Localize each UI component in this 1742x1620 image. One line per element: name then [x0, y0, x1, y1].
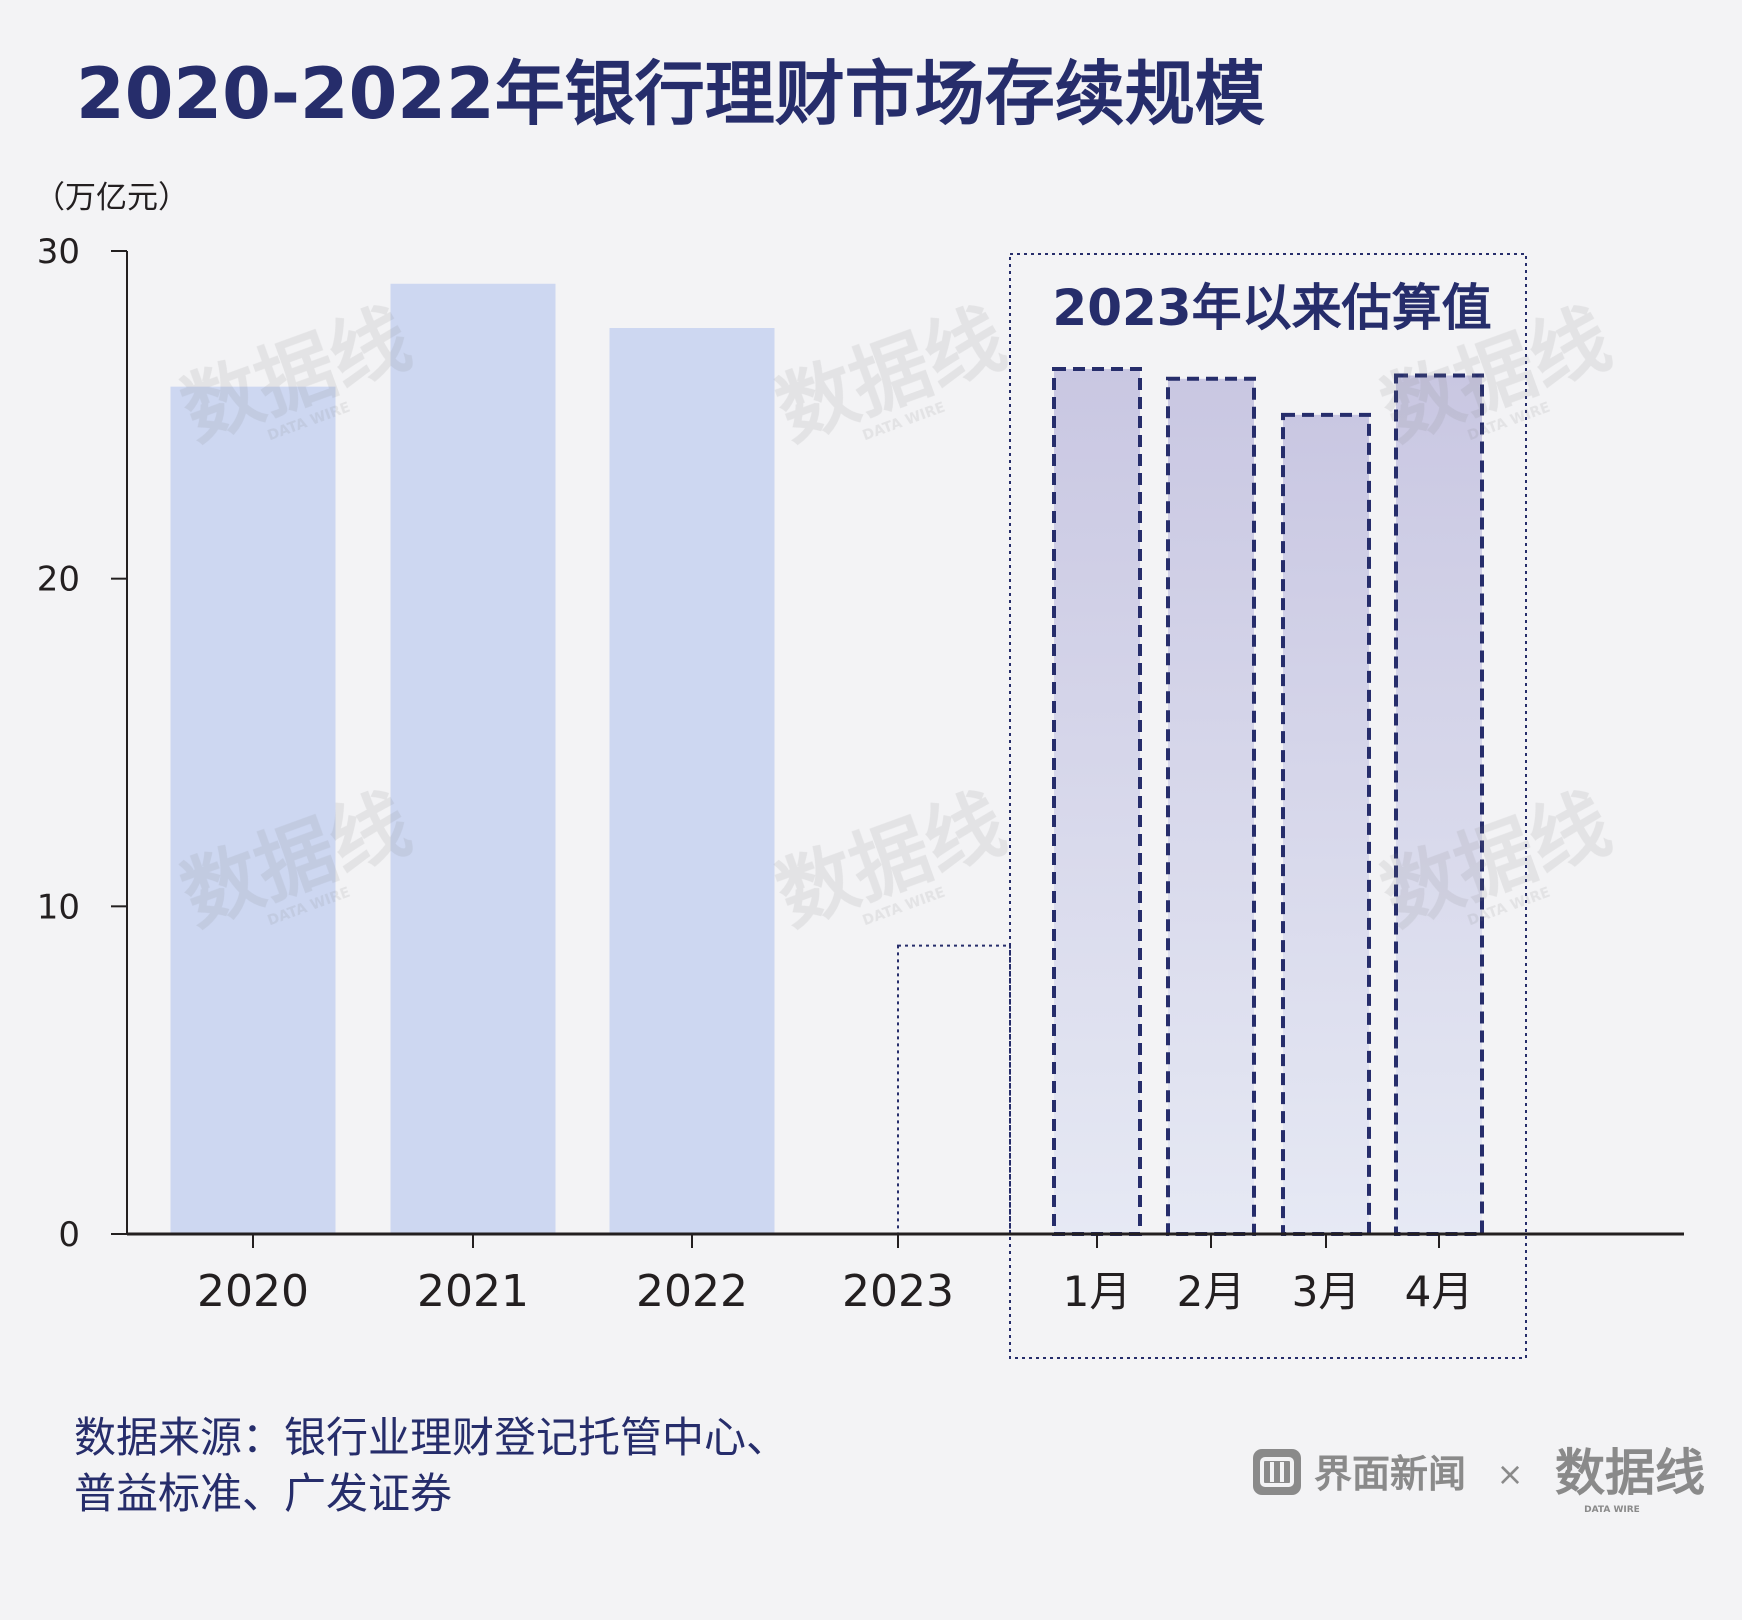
- estimate-bar-1: [1052, 366, 1142, 1236]
- bar-2023-partial: [897, 944, 1011, 1235]
- x-tick-labels: 2020 2021 2022 2023 1月 2月 3月 4月: [197, 1266, 1473, 1317]
- x-tick-label: 2022: [636, 1266, 748, 1317]
- brand-watermark-sub: DATA WIRE: [1584, 1505, 1640, 1515]
- bar-2021: [390, 283, 556, 1234]
- x-tick-label: 1月: [1063, 1267, 1132, 1316]
- source-line-1: 数据来源：银行业理财登记托管中心、: [74, 1413, 788, 1462]
- chart-title: 2020-2022年银行理财市场存续规模: [76, 53, 1265, 135]
- estimate-frame: [1009, 253, 1527, 1359]
- y-tick-label: 30: [37, 232, 80, 272]
- y-tick-label: 0: [58, 1215, 80, 1255]
- x-tick-label: 2020: [197, 1266, 309, 1317]
- source-line-2: 普益标准、广发证券: [74, 1469, 452, 1518]
- x-tick-label: 4月: [1405, 1267, 1474, 1316]
- x-tick-label: 2023: [842, 1266, 954, 1317]
- bar-2020: [170, 386, 336, 1234]
- y-axis-unit-label: （万亿元）: [34, 180, 189, 216]
- brand-logo-icon: [1253, 1449, 1301, 1495]
- bar-2022: [609, 328, 775, 1234]
- y-tick-label: 20: [37, 560, 80, 600]
- y-tick-label: 10: [37, 887, 80, 927]
- bars-layer: [170, 283, 1484, 1237]
- estimate-bar-2: [1166, 376, 1256, 1237]
- estimate-label: 2023年以来估算值: [1052, 279, 1491, 337]
- brand-separator: ×: [1497, 1455, 1524, 1493]
- y-ticks: 0 10 20 30: [37, 232, 127, 1255]
- brand-watermark-logo: 数据线: [1555, 1444, 1705, 1502]
- x-tick-label: 3月: [1292, 1267, 1361, 1316]
- estimate-bar-3: [1281, 412, 1371, 1237]
- x-tick-label: 2021: [417, 1266, 529, 1317]
- brand-name: 界面新闻: [1314, 1452, 1466, 1496]
- axis-layer: [126, 251, 1684, 1248]
- x-tick-label: 2月: [1177, 1267, 1246, 1316]
- estimate-bar-4: [1394, 373, 1484, 1237]
